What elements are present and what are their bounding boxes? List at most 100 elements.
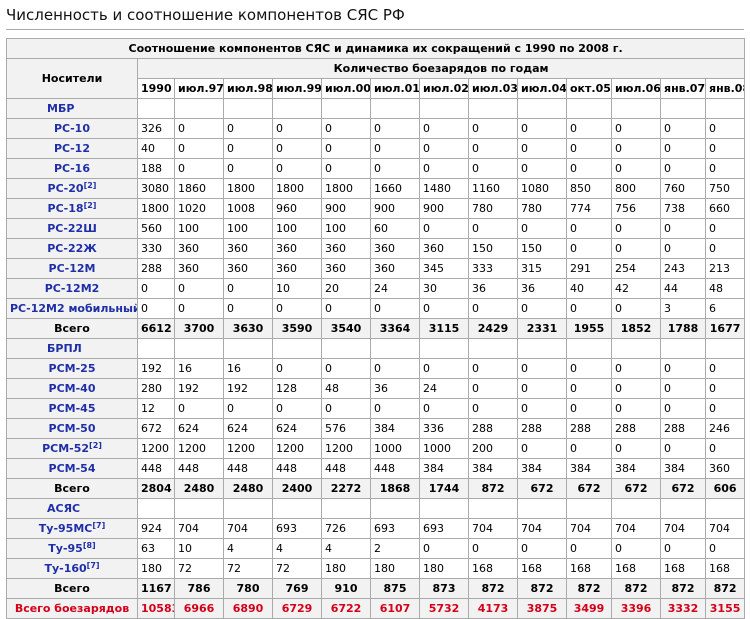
empty-cell xyxy=(137,98,175,119)
label-text: РСМ-52 xyxy=(42,442,90,455)
title-divider xyxy=(6,29,744,30)
value-cell: 0 xyxy=(611,218,661,239)
value-cell: 872 xyxy=(566,578,612,599)
value-cell: 0 xyxy=(321,118,371,139)
value-cell: 6729 xyxy=(272,598,322,619)
footnote-ref[interactable]: [8] xyxy=(82,541,96,550)
value-cell: 704 xyxy=(611,518,661,539)
value-cell: 288 xyxy=(611,418,661,439)
value-cell: 448 xyxy=(321,458,371,479)
value-cell: 0 xyxy=(566,138,612,159)
value-cell: 0 xyxy=(419,298,469,319)
value-cell: 1008 xyxy=(223,198,273,219)
label-text: Всего xyxy=(54,582,90,595)
table-row: РС-10 326 0 0 0 0 0 0 0 0 0 0 0 0 xyxy=(6,118,746,139)
label-text: БРПЛ xyxy=(47,342,82,355)
value-cell: 693 xyxy=(370,518,420,539)
label-text: Ту-95МС xyxy=(38,522,93,535)
value-cell: 2804 xyxy=(137,478,175,499)
year-header: июл.99 xyxy=(272,78,322,99)
value-cell: 5732 xyxy=(419,598,469,619)
value-cell: 0 xyxy=(468,218,518,239)
empty-cell xyxy=(370,98,420,119)
year-header: янв.07 xyxy=(660,78,706,99)
label-text: РСМ-45 xyxy=(48,402,96,415)
years-header-row: 1990 июл.97 июл.98 июл.99 июл.00 июл.01 июл.02… xyxy=(7,78,746,99)
value-cell: 360 xyxy=(223,238,273,259)
footnote-ref[interactable]: [7] xyxy=(92,521,106,530)
label-text: РС-16 xyxy=(53,162,90,175)
value-cell: 0 xyxy=(517,438,567,459)
empty-cell xyxy=(419,498,469,519)
value-cell: 3332 xyxy=(660,598,706,619)
value-cell: 168 xyxy=(704,558,746,579)
label-text: РС-22Ж xyxy=(47,242,97,255)
value-cell: 128 xyxy=(272,378,322,399)
label-text: Ту-160 xyxy=(44,562,87,575)
footnote-ref[interactable]: [7] xyxy=(86,561,100,570)
value-cell: 4 xyxy=(272,538,322,559)
label-text: АСЯС xyxy=(47,502,81,515)
empty-cell xyxy=(660,98,706,119)
value-cell: 4 xyxy=(321,538,371,559)
value-cell: 0 xyxy=(704,398,746,419)
value-cell: 704 xyxy=(517,518,567,539)
value-cell: 0 xyxy=(517,378,567,399)
footnote-ref[interactable]: [2] xyxy=(83,201,97,210)
footnote-ref[interactable]: [2] xyxy=(83,181,97,190)
value-cell: 360 xyxy=(704,458,746,479)
empty-cell xyxy=(272,338,322,359)
value-cell: 40 xyxy=(137,138,175,159)
value-cell: 1200 xyxy=(174,438,224,459)
value-cell: 42 xyxy=(611,278,661,299)
value-cell: 1080 xyxy=(517,178,567,199)
value-cell: 0 xyxy=(660,538,706,559)
table-caption: Соотношение компонентов СЯС и динамика и… xyxy=(5,38,746,59)
value-cell: 36 xyxy=(370,378,420,399)
value-cell: 0 xyxy=(517,398,567,419)
footnote-ref[interactable]: [2] xyxy=(89,441,102,450)
value-cell: 72 xyxy=(174,558,224,579)
value-cell: 750 xyxy=(704,178,746,199)
value-cell: 1200 xyxy=(321,438,371,459)
value-cell: 0 xyxy=(370,358,420,379)
value-cell: 3080 xyxy=(137,178,175,199)
value-cell: 280 xyxy=(137,378,175,399)
empty-cell xyxy=(223,338,273,359)
value-cell: 6107 xyxy=(370,598,420,619)
value-cell: 360 xyxy=(370,238,420,259)
empty-cell xyxy=(468,498,518,519)
value-cell: 1955 xyxy=(566,318,612,339)
value-cell: 330 xyxy=(137,238,175,259)
value-cell: 168 xyxy=(566,558,612,579)
value-cell: 872 xyxy=(517,578,567,599)
value-cell: 1000 xyxy=(419,438,469,459)
table-row: РС-20[2] 3080 1860 1800 1800 1800 1660 1480 1160… xyxy=(6,178,746,199)
value-cell: 384 xyxy=(419,458,469,479)
grand-total-row: Всего боезарядов 105836966689067296722610… xyxy=(6,598,746,619)
value-cell: 243 xyxy=(660,258,706,279)
value-cell: 168 xyxy=(660,558,706,579)
label-text: РС-12М xyxy=(48,262,96,275)
value-cell: 384 xyxy=(370,418,420,439)
value-cell: 3155 xyxy=(704,598,746,619)
value-cell: 20 xyxy=(321,278,371,299)
value-cell: 872 xyxy=(468,578,518,599)
label-text: РСМ-25 xyxy=(48,362,96,375)
label-text: РС-12 xyxy=(53,142,90,155)
value-cell: 1000 xyxy=(370,438,420,459)
value-cell: 3396 xyxy=(611,598,661,619)
section-label: АСЯС xyxy=(6,498,138,519)
carrier-label: РС-12М2 мобильный xyxy=(6,298,138,319)
value-cell: 40 xyxy=(566,278,612,299)
value-cell: 0 xyxy=(223,118,273,139)
value-cell: 360 xyxy=(174,238,224,259)
value-cell: 760 xyxy=(660,178,706,199)
total-row: Всего 6612 3700 3630 3590 3540 3364 3115 2429 233… xyxy=(6,318,746,339)
value-cell: 0 xyxy=(223,138,273,159)
value-cell: 192 xyxy=(174,378,224,399)
value-cell: 10 xyxy=(174,538,224,559)
value-cell: 360 xyxy=(272,258,322,279)
value-cell: 0 xyxy=(419,138,469,159)
carrier-label: РС-16 xyxy=(6,158,138,179)
